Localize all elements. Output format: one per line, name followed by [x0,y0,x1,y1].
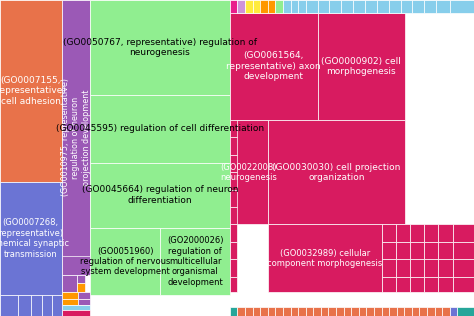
Text: (GO0030030) cell projection
organization: (GO0030030) cell projection organization [273,162,401,182]
Bar [396,276,410,292]
Bar [230,0,237,13]
Bar [401,0,412,13]
Bar [283,0,291,13]
Bar [382,307,389,316]
Bar [382,242,396,259]
Bar [328,307,336,316]
Bar [90,95,230,163]
Bar [313,307,321,316]
Bar [351,307,359,316]
Bar [382,276,396,292]
Bar [268,0,275,13]
Bar [389,0,401,13]
Bar [404,307,412,316]
Bar [353,0,365,13]
Bar [230,242,237,259]
Bar [62,310,90,316]
Bar [62,305,90,310]
Bar [268,307,275,316]
Bar [457,307,474,316]
Bar [389,307,397,316]
Bar [78,299,90,305]
Bar [245,307,253,316]
Text: (GO0007155,
representative)
cell adhesion: (GO0007155, representative) cell adhesio… [0,76,66,106]
Bar [62,256,90,275]
Bar [396,224,410,242]
Bar [230,120,268,224]
Bar [291,307,298,316]
Bar [52,295,62,316]
Bar [77,275,85,283]
Text: (GO0010975, representative)
regulation of neuron
projection development: (GO0010975, representative) regulation o… [61,78,91,197]
Bar [410,259,424,276]
Bar [230,224,237,242]
Bar [253,307,260,316]
Bar [275,307,283,316]
Bar [329,0,341,13]
Bar [42,295,52,316]
Bar [397,307,404,316]
Text: (GO0045595) regulation of cell differentiation: (GO0045595) regulation of cell different… [56,124,264,133]
Bar [435,307,442,316]
Bar [260,0,268,13]
Bar [382,259,396,276]
Bar [230,137,237,155]
Bar [344,307,351,316]
Bar [424,242,438,259]
Bar [424,259,438,276]
Bar [160,228,230,295]
Text: (GO0032989) cellular
component morphogenesis: (GO0032989) cellular component morphogen… [267,249,383,268]
Bar [336,307,344,316]
Bar [453,276,474,292]
Bar [442,307,450,316]
Bar [237,0,245,13]
Bar [412,307,419,316]
Bar [419,307,427,316]
Bar [298,307,306,316]
Bar [230,259,237,276]
Bar [424,276,438,292]
Bar [410,242,424,259]
Text: (GO0051960)
regulation of nervous
system development: (GO0051960) regulation of nervous system… [80,246,170,276]
Bar [62,0,90,275]
Bar [230,172,237,190]
Bar [382,224,396,242]
Bar [424,0,436,13]
Bar [90,228,160,295]
Text: (GO0007268,
representative)
chemical synaptic
transmission: (GO0007268, representative) chemical syn… [0,218,69,259]
Bar [90,163,230,228]
Bar [230,13,318,120]
Bar [450,307,457,316]
Bar [0,0,62,182]
Bar [396,242,410,259]
Bar [78,292,90,299]
Bar [453,242,474,259]
Bar [424,224,438,242]
Bar [396,259,410,276]
Bar [268,120,405,224]
Bar [438,276,453,292]
Bar [318,13,405,120]
Bar [90,0,230,95]
Bar [253,0,260,13]
Bar [283,307,291,316]
Bar [260,307,268,316]
Bar [453,259,474,276]
Bar [366,307,374,316]
Bar [298,0,306,13]
Bar [0,295,18,316]
Bar [230,276,237,292]
Bar [0,182,62,295]
Bar [291,0,298,13]
Bar [18,295,31,316]
Text: (GO0000902) cell
morphogenesis: (GO0000902) cell morphogenesis [321,57,401,76]
Bar [77,275,85,292]
Bar [453,224,474,242]
Bar [318,0,329,13]
Bar [306,0,318,13]
Bar [412,0,424,13]
Text: (GO0050767, representative) regulation of
neurogenesis: (GO0050767, representative) regulation o… [63,38,257,57]
Bar [306,307,313,316]
Bar [245,0,253,13]
Bar [438,224,453,242]
